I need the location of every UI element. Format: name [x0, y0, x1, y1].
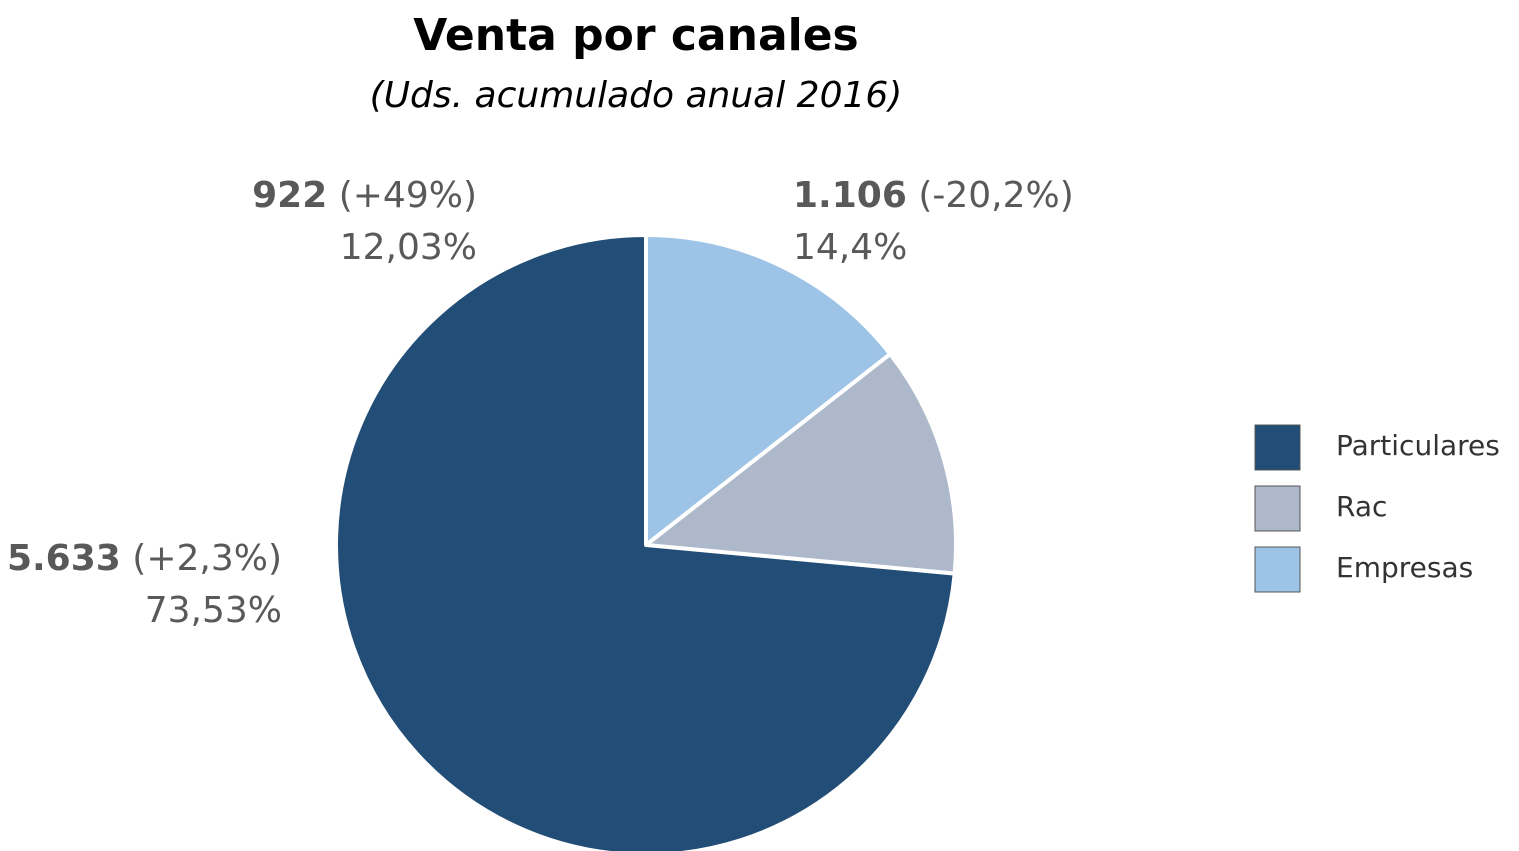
data-label: 922 (+49%) [252, 175, 477, 216]
change-label: (+2,3%) [132, 538, 282, 579]
share-label: 12,03% [340, 227, 477, 268]
change-label: (+49%) [339, 175, 477, 216]
share-label: 73,53% [145, 590, 282, 631]
legend-swatch [1254, 546, 1301, 593]
chart-subtitle: (Uds. acumulado anual 2016) [370, 75, 903, 116]
data-label: 5.633 (+2,3%) [7, 538, 282, 579]
chart-title: Venta por canales [413, 10, 859, 61]
pie-slice [644, 352, 958, 576]
legend-label: Empresas [1336, 551, 1473, 584]
pie-slice [644, 233, 893, 547]
value-label: 5.633 [7, 538, 121, 579]
change-label: (-20,2%) [918, 175, 1073, 216]
legend-swatch [1254, 424, 1301, 471]
share-label: 14,4% [793, 227, 907, 268]
legend-label: Rac [1336, 490, 1387, 523]
value-label: 922 [252, 175, 327, 216]
legend-label: Particulares [1336, 429, 1500, 462]
legend-swatch [1254, 485, 1301, 532]
data-label: 1.106 (-20,2%) [793, 175, 1074, 216]
pie-slice [334, 233, 957, 851]
value-label: 1.106 [793, 175, 907, 216]
